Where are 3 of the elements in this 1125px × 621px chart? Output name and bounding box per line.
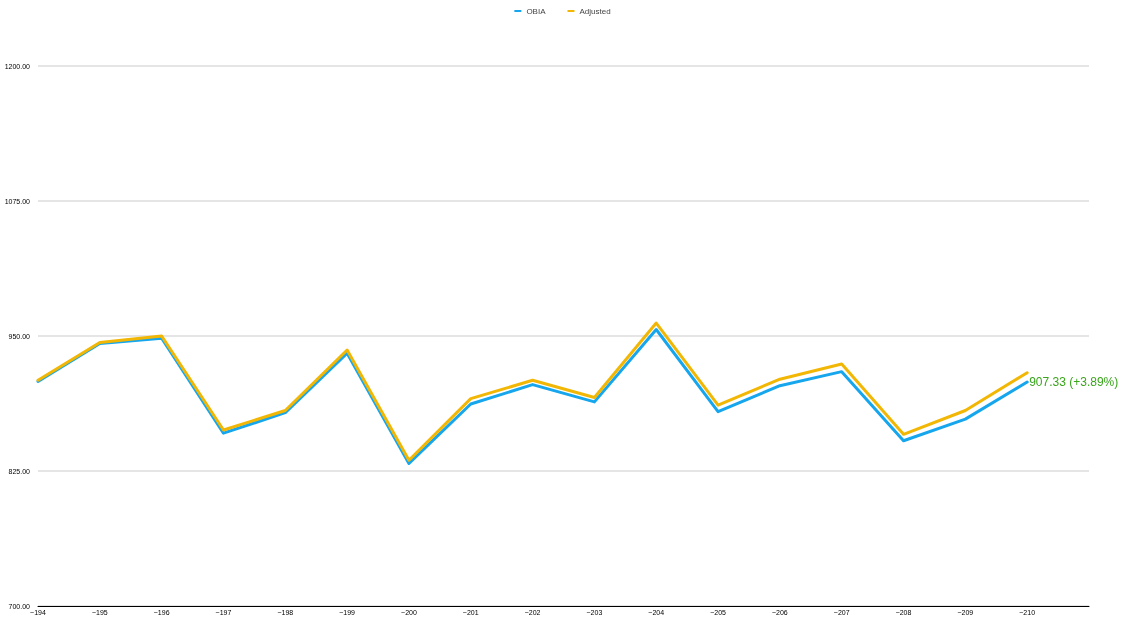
annotation: 907.33 (+3.89%) — [1029, 375, 1119, 390]
legend-label: OBIA — [526, 6, 547, 16]
legend-label: Adjusted — [579, 6, 611, 16]
